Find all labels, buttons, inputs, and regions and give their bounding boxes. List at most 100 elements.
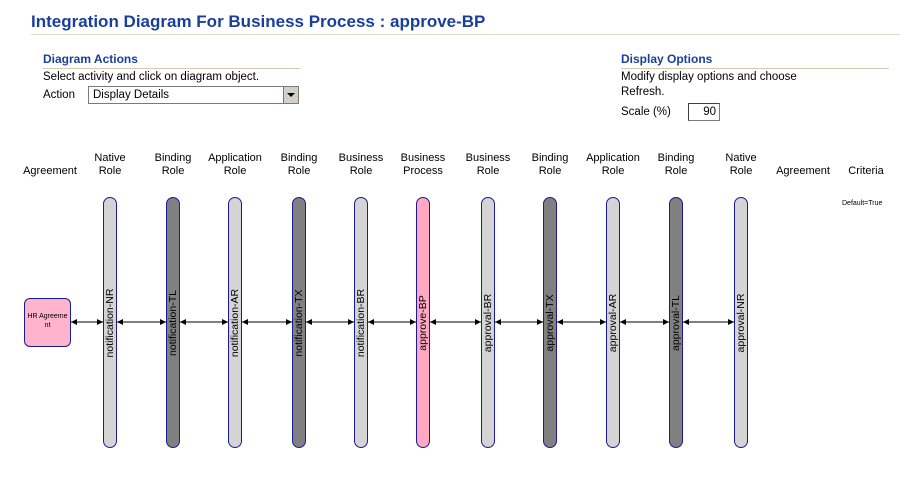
role-bar-label: notification-NR <box>104 288 116 357</box>
role-bar-label: approval-NR <box>735 293 747 352</box>
arrow-left-icon <box>495 319 501 325</box>
role-bar-approve-BP[interactable]: approve-BP <box>416 197 430 448</box>
arrow-right-icon <box>348 319 354 325</box>
column-header: Agreement <box>15 152 85 178</box>
role-bar-label: approval-BR <box>482 293 494 352</box>
column-header-line2: Agreement <box>776 165 830 177</box>
arrow-right-icon <box>600 319 606 325</box>
column-header-line2: Process <box>403 165 443 177</box>
action-select[interactable]: Display Details <box>88 86 299 104</box>
column-header-line2: Agreement <box>23 165 77 177</box>
column-header-line2: Role <box>349 165 373 177</box>
column-header-line2: Role <box>601 165 625 177</box>
display-options-divider <box>621 68 889 69</box>
column-header: Binding Role <box>138 152 208 178</box>
action-select-value: Display Details <box>93 89 170 101</box>
column-header: Business Role <box>453 152 523 178</box>
column-header-line2: Criteria <box>848 165 884 177</box>
column-header: Application Role <box>578 152 648 178</box>
column-header-line2: Role <box>98 165 122 177</box>
arrow-left-icon <box>557 319 563 325</box>
role-bar-notification-TL[interactable]: notification-TL <box>166 197 180 448</box>
arrow-right-icon <box>160 319 166 325</box>
display-options-hint-line1: Modify display options and choose <box>621 71 797 83</box>
diagram-actions-divider <box>43 68 300 69</box>
display-options-heading: Display Options <box>621 52 713 66</box>
column-header: Binding Role <box>264 152 334 178</box>
role-bar-label: notification-TX <box>293 288 305 357</box>
column-header: Business Process <box>388 152 458 178</box>
arrow-right-icon <box>286 319 292 325</box>
arrow-right-icon <box>663 319 669 325</box>
column-header-line1: Application <box>208 152 262 164</box>
page-title: Integration Diagram For Business Process… <box>31 12 486 31</box>
column-header: Criteria <box>831 152 900 178</box>
arrow-left-icon <box>368 319 374 325</box>
arrow-left-icon <box>620 319 626 325</box>
role-bar-notification-BR[interactable]: notification-BR <box>354 197 368 448</box>
arrow-right-icon <box>475 319 481 325</box>
column-header-line1: Binding <box>531 152 569 164</box>
arrow-left-icon <box>430 319 436 325</box>
role-bar-notification-AR[interactable]: notification-AR <box>228 197 242 448</box>
scale-label: Scale (%) <box>621 106 671 118</box>
arrow-right-icon <box>728 319 734 325</box>
arrow-right-icon <box>222 319 228 325</box>
arrow-left-icon <box>306 319 312 325</box>
column-header: Native Role <box>75 152 145 178</box>
arrow-right-icon <box>97 319 103 325</box>
role-bar-label: approve-BP <box>417 294 429 351</box>
column-header-line1: Business <box>400 152 446 164</box>
column-header-line1: Business <box>338 152 384 164</box>
hr-agreement-node[interactable]: HR Agreeme nt <box>24 298 71 347</box>
column-header: Application Role <box>200 152 270 178</box>
criteria-value: Default=True <box>842 200 883 207</box>
role-bar-approval-BR[interactable]: approval-BR <box>481 197 495 448</box>
column-header-line2: Role <box>223 165 247 177</box>
column-header: Business Role <box>326 152 396 178</box>
column-header-line1: Native <box>94 152 126 164</box>
column-header: Native Role <box>706 152 776 178</box>
arrow-right-icon <box>410 319 416 325</box>
agreement-node-label-line1: HR Agreeme <box>27 313 68 320</box>
title-divider <box>31 34 900 35</box>
chevron-down-icon[interactable] <box>283 87 298 103</box>
role-bar-approval-TX[interactable]: approval-TX <box>543 197 557 448</box>
role-bar-approval-AR[interactable]: approval-AR <box>606 197 620 448</box>
diagram-actions-heading: Diagram Actions <box>43 52 138 66</box>
diagram-actions-hint: Select activity and click on diagram obj… <box>43 71 260 83</box>
role-bar-notification-TX[interactable]: notification-TX <box>292 197 306 448</box>
column-header-line1: Application <box>586 152 640 164</box>
role-bar-label: notification-AR <box>229 288 241 357</box>
scale-input[interactable]: 90 <box>688 103 720 121</box>
action-label: Action <box>43 89 75 101</box>
arrow-left-icon <box>117 319 123 325</box>
column-header: Binding Role <box>641 152 711 178</box>
column-header-line2: Role <box>664 165 688 177</box>
column-header: Binding Role <box>515 152 585 178</box>
arrow-right-icon <box>537 319 543 325</box>
role-bar-label: approval-TX <box>544 293 556 352</box>
column-header-line1: Binding <box>280 152 318 164</box>
role-bar-notification-NR[interactable]: notification-NR <box>103 197 117 448</box>
column-header-line2: Role <box>538 165 562 177</box>
arrow-left-icon <box>242 319 248 325</box>
column-header: Agreement <box>768 152 838 178</box>
column-header-line2: Role <box>476 165 500 177</box>
agreement-node-label-line2: nt <box>44 322 51 329</box>
role-bar-approval-NR[interactable]: approval-NR <box>734 197 748 448</box>
role-bar-label: notification-TL <box>167 289 179 356</box>
column-header-line2: Role <box>161 165 185 177</box>
column-header-line1: Native <box>725 152 757 164</box>
role-bar-label: approval-AR <box>607 293 619 352</box>
arrow-left-icon <box>180 319 186 325</box>
column-header-line2: Role <box>287 165 311 177</box>
role-bar-approval-TL[interactable]: approval-TL <box>669 197 683 448</box>
column-header-line2: Role <box>729 165 753 177</box>
arrow-left-icon <box>71 319 77 325</box>
arrow-left-icon <box>683 319 689 325</box>
column-header-line1: Binding <box>154 152 192 164</box>
column-header-line1: Business <box>465 152 511 164</box>
column-header-line1: Binding <box>657 152 695 164</box>
